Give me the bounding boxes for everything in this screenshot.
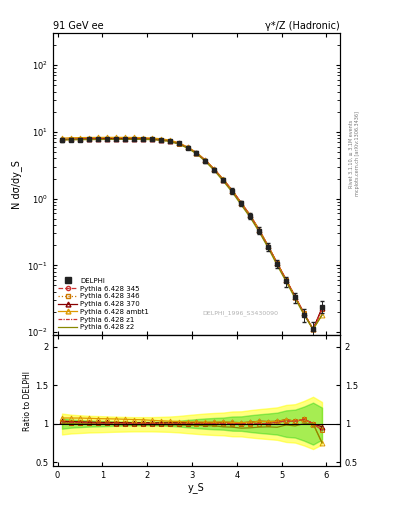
X-axis label: y_S: y_S: [188, 482, 205, 494]
Text: mcplots.cern.ch [arXiv:1306.3436]: mcplots.cern.ch [arXiv:1306.3436]: [355, 111, 360, 196]
Text: γ*/Z (Hadronic): γ*/Z (Hadronic): [265, 21, 340, 31]
Text: Rivet 3.1.10, ≥ 3.1M events: Rivet 3.1.10, ≥ 3.1M events: [349, 119, 353, 188]
Y-axis label: N dσ/dy_S: N dσ/dy_S: [11, 160, 22, 208]
Text: 91 GeV ee: 91 GeV ee: [53, 21, 104, 31]
Legend: DELPHI, Pythia 6.428 345, Pythia 6.428 346, Pythia 6.428 370, Pythia 6.428 ambt1: DELPHI, Pythia 6.428 345, Pythia 6.428 3…: [55, 275, 152, 333]
Text: DELPHI_1996_S3430090: DELPHI_1996_S3430090: [202, 310, 278, 316]
Y-axis label: Ratio to DELPHI: Ratio to DELPHI: [23, 371, 32, 431]
